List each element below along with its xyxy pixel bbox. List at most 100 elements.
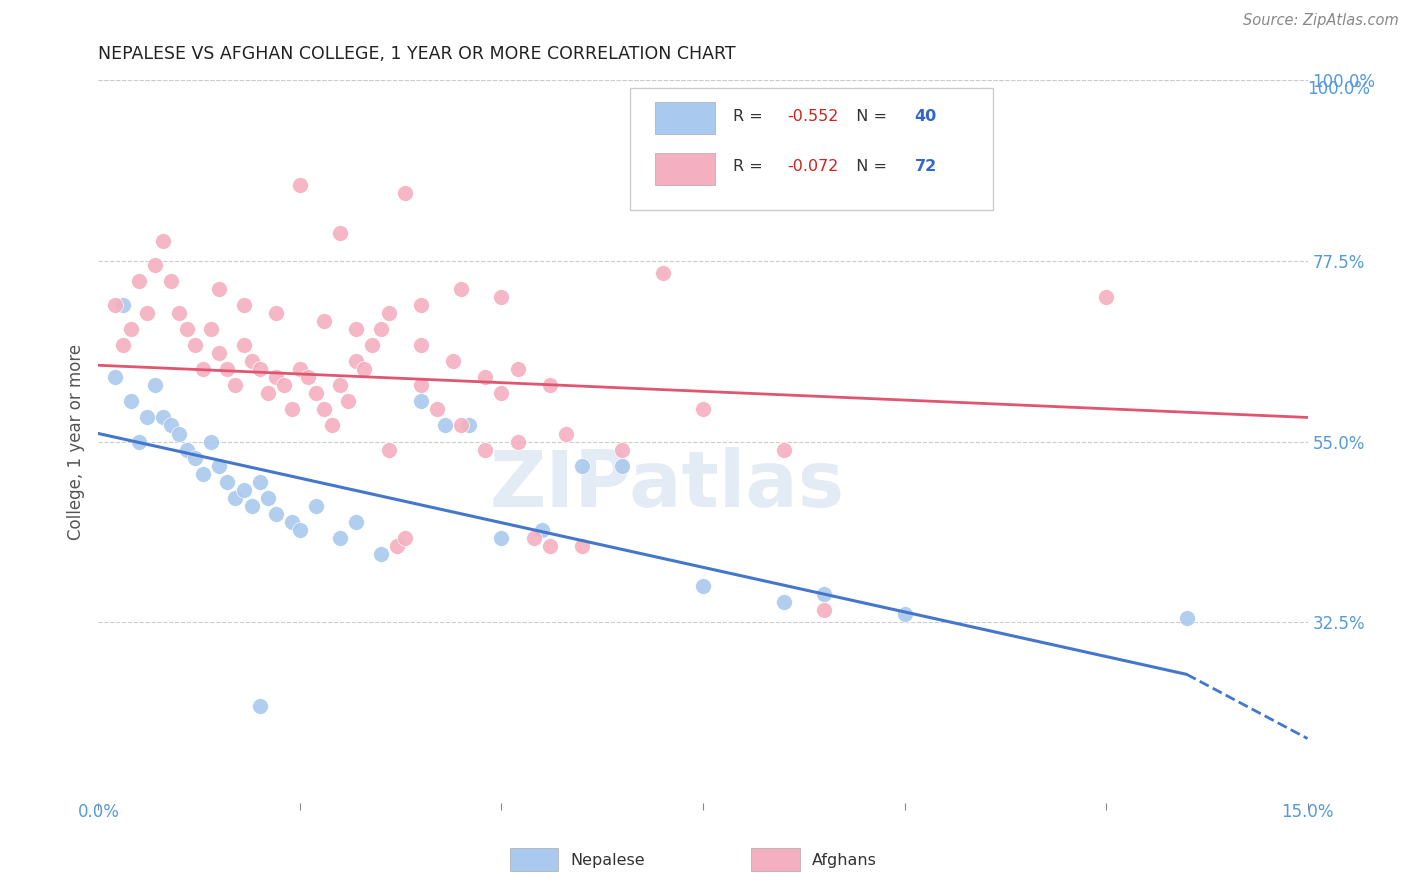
- Point: [344, 322, 367, 336]
- Point: [120, 394, 142, 409]
- Point: [288, 362, 311, 376]
- Text: Nepalese: Nepalese: [569, 853, 644, 868]
- Point: [692, 579, 714, 593]
- Point: [409, 338, 432, 352]
- Point: [111, 298, 134, 312]
- Point: [208, 458, 231, 473]
- Point: [377, 306, 399, 320]
- Point: [167, 426, 190, 441]
- Point: [256, 386, 278, 401]
- Point: [344, 354, 367, 368]
- Point: [160, 274, 183, 288]
- Point: [571, 539, 593, 553]
- Point: [256, 491, 278, 505]
- Point: [184, 338, 207, 352]
- Point: [200, 434, 222, 449]
- Point: [152, 234, 174, 248]
- Point: [232, 338, 254, 352]
- Point: [160, 418, 183, 433]
- Point: [288, 178, 311, 192]
- Point: [135, 410, 157, 425]
- Point: [772, 442, 794, 457]
- Point: [224, 491, 246, 505]
- Point: [506, 362, 529, 376]
- FancyBboxPatch shape: [509, 848, 558, 871]
- Text: -0.072: -0.072: [787, 160, 839, 175]
- Point: [555, 426, 578, 441]
- Text: 72: 72: [915, 160, 936, 175]
- Point: [426, 402, 449, 417]
- Text: NEPALESE VS AFGHAN COLLEGE, 1 YEAR OR MORE CORRELATION CHART: NEPALESE VS AFGHAN COLLEGE, 1 YEAR OR MO…: [98, 45, 737, 63]
- Point: [409, 298, 432, 312]
- Point: [329, 531, 352, 545]
- Point: [111, 338, 134, 352]
- Point: [394, 186, 416, 200]
- Point: [434, 418, 457, 433]
- FancyBboxPatch shape: [655, 153, 716, 185]
- Point: [692, 402, 714, 417]
- Point: [305, 499, 328, 513]
- Point: [314, 314, 336, 328]
- Text: 0.0%: 0.0%: [77, 803, 120, 821]
- Point: [297, 370, 319, 384]
- Point: [249, 362, 271, 376]
- Point: [370, 322, 392, 336]
- Text: ZIPatlas: ZIPatlas: [489, 447, 844, 523]
- Text: R =: R =: [734, 160, 768, 175]
- Point: [232, 298, 254, 312]
- FancyBboxPatch shape: [630, 87, 993, 211]
- Point: [538, 539, 561, 553]
- Point: [893, 607, 915, 621]
- Point: [1175, 611, 1198, 625]
- Point: [288, 523, 311, 537]
- Point: [143, 378, 166, 392]
- Text: R =: R =: [734, 109, 768, 124]
- FancyBboxPatch shape: [655, 102, 716, 135]
- Point: [491, 290, 513, 304]
- Point: [337, 394, 360, 409]
- Point: [344, 515, 367, 529]
- Point: [361, 338, 384, 352]
- Point: [103, 370, 125, 384]
- Point: [530, 523, 553, 537]
- Point: [193, 362, 215, 376]
- Point: [249, 475, 271, 489]
- Point: [571, 458, 593, 473]
- Point: [450, 418, 472, 433]
- Point: [813, 587, 835, 601]
- Point: [612, 442, 634, 457]
- Point: [538, 378, 561, 392]
- Point: [249, 699, 271, 714]
- Point: [329, 226, 352, 240]
- Point: [409, 378, 432, 392]
- FancyBboxPatch shape: [751, 848, 800, 871]
- Point: [441, 354, 464, 368]
- Point: [264, 507, 287, 521]
- Text: -0.552: -0.552: [787, 109, 839, 124]
- Point: [200, 322, 222, 336]
- Point: [264, 306, 287, 320]
- Point: [813, 603, 835, 617]
- Point: [103, 298, 125, 312]
- Point: [523, 531, 546, 545]
- Point: [224, 378, 246, 392]
- Point: [321, 418, 343, 433]
- Text: 100.0%: 100.0%: [1308, 80, 1371, 98]
- Point: [264, 370, 287, 384]
- Point: [305, 386, 328, 401]
- Point: [772, 595, 794, 609]
- Text: N =: N =: [845, 160, 891, 175]
- Point: [184, 450, 207, 465]
- Point: [120, 322, 142, 336]
- Point: [128, 274, 150, 288]
- Text: 40: 40: [915, 109, 936, 124]
- Text: 15.0%: 15.0%: [1281, 803, 1334, 821]
- Point: [217, 475, 239, 489]
- Point: [450, 282, 472, 296]
- Point: [491, 386, 513, 401]
- Point: [370, 547, 392, 561]
- Point: [394, 531, 416, 545]
- Point: [176, 322, 198, 336]
- Point: [506, 434, 529, 449]
- Point: [281, 402, 304, 417]
